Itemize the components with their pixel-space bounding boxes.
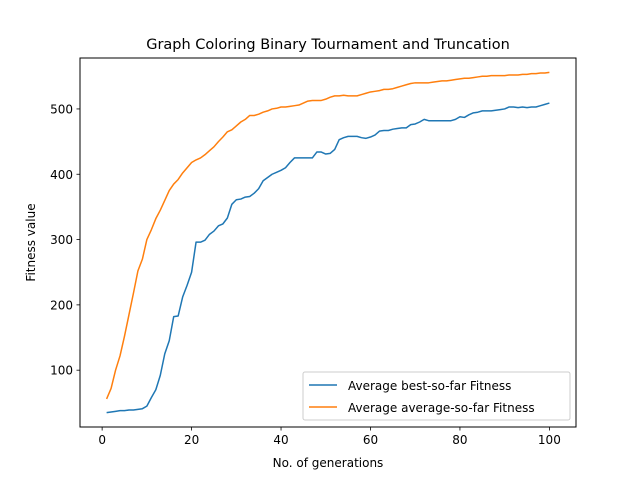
x-tick-label: 80 <box>452 433 467 447</box>
y-tick-label: 100 <box>50 364 73 378</box>
x-axis-ticks: 0 20 40 60 80 100 <box>98 427 561 447</box>
y-axis-ticks: 100 200 300 400 500 <box>50 102 80 378</box>
x-tick-label: 100 <box>538 433 561 447</box>
series-layer <box>105 71 550 414</box>
series-line-average-so-far <box>105 71 550 400</box>
series-line-best-so-far <box>106 102 550 414</box>
y-axis-label: Fitness value <box>24 203 38 281</box>
y-tick-label: 300 <box>50 233 73 247</box>
x-tick-label: 20 <box>184 433 199 447</box>
x-tick-label: 60 <box>363 433 378 447</box>
legend-label-average: Average average-so-far Fitness <box>348 401 535 415</box>
axes-frame <box>79 57 577 428</box>
legend: Average best-so-far Fitness Average aver… <box>302 371 571 421</box>
plot-area <box>79 57 577 428</box>
legend-label-best: Average best-so-far Fitness <box>348 379 511 393</box>
chart-title: Graph Coloring Binary Tournament and Tru… <box>146 37 510 53</box>
legend-box <box>302 371 571 421</box>
y-tick-label: 400 <box>50 168 73 182</box>
x-tick-label: 0 <box>98 433 106 447</box>
y-tick-label: 200 <box>50 298 73 312</box>
y-tick-label: 500 <box>50 102 73 116</box>
x-axis-label: No. of generations <box>273 456 384 470</box>
x-tick-label: 40 <box>273 433 288 447</box>
